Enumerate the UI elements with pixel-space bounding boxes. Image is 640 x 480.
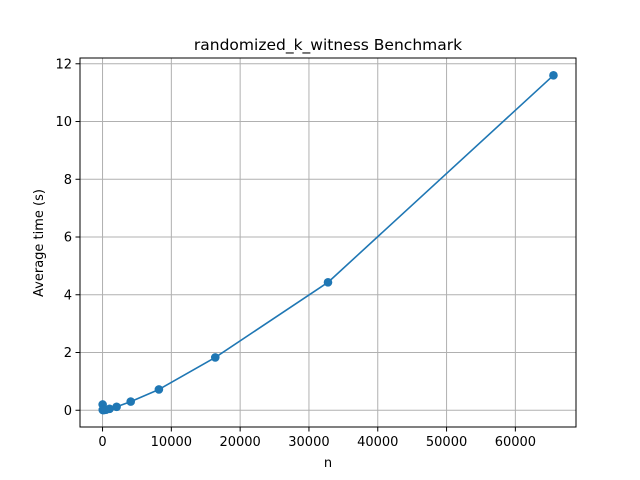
- data-point: [549, 71, 558, 80]
- y-axis-label: Average time (s): [32, 189, 47, 297]
- y-tick-label: 4: [64, 288, 72, 303]
- chart-title: randomized_k_witness Benchmark: [194, 36, 462, 55]
- y-tick-label: 10: [55, 115, 72, 130]
- plot-frame: [79, 57, 577, 428]
- series-layer: [98, 71, 558, 415]
- x-tick-label: 0: [98, 435, 106, 450]
- x-tick-label: 20000: [219, 435, 260, 450]
- data-point: [126, 397, 136, 406]
- y-tick-label: 12: [55, 57, 72, 72]
- x-tick-label: 10000: [151, 435, 192, 450]
- x-tick-label: 60000: [495, 435, 536, 450]
- x-tick-label: 40000: [357, 435, 398, 450]
- x-tick-label: 30000: [288, 435, 329, 450]
- grid-layer: [80, 58, 576, 427]
- y-tick-label: 6: [64, 231, 72, 246]
- y-tick-label: 2: [64, 346, 72, 361]
- x-axis-label: n: [324, 456, 332, 471]
- data-point: [154, 385, 164, 394]
- ticks-layer: 0 10000 20000 30000 40000 50000 60000 0 2 4 6 8 10 12: [55, 57, 536, 450]
- data-point: [210, 353, 220, 362]
- data-point: [112, 402, 121, 412]
- y-tick-label: 0: [64, 404, 72, 419]
- data-point: [323, 278, 333, 287]
- y-tick-label: 8: [64, 173, 72, 188]
- data-point: [105, 404, 114, 414]
- x-tick-label: 50000: [426, 435, 467, 450]
- axes-layer: [79, 57, 577, 428]
